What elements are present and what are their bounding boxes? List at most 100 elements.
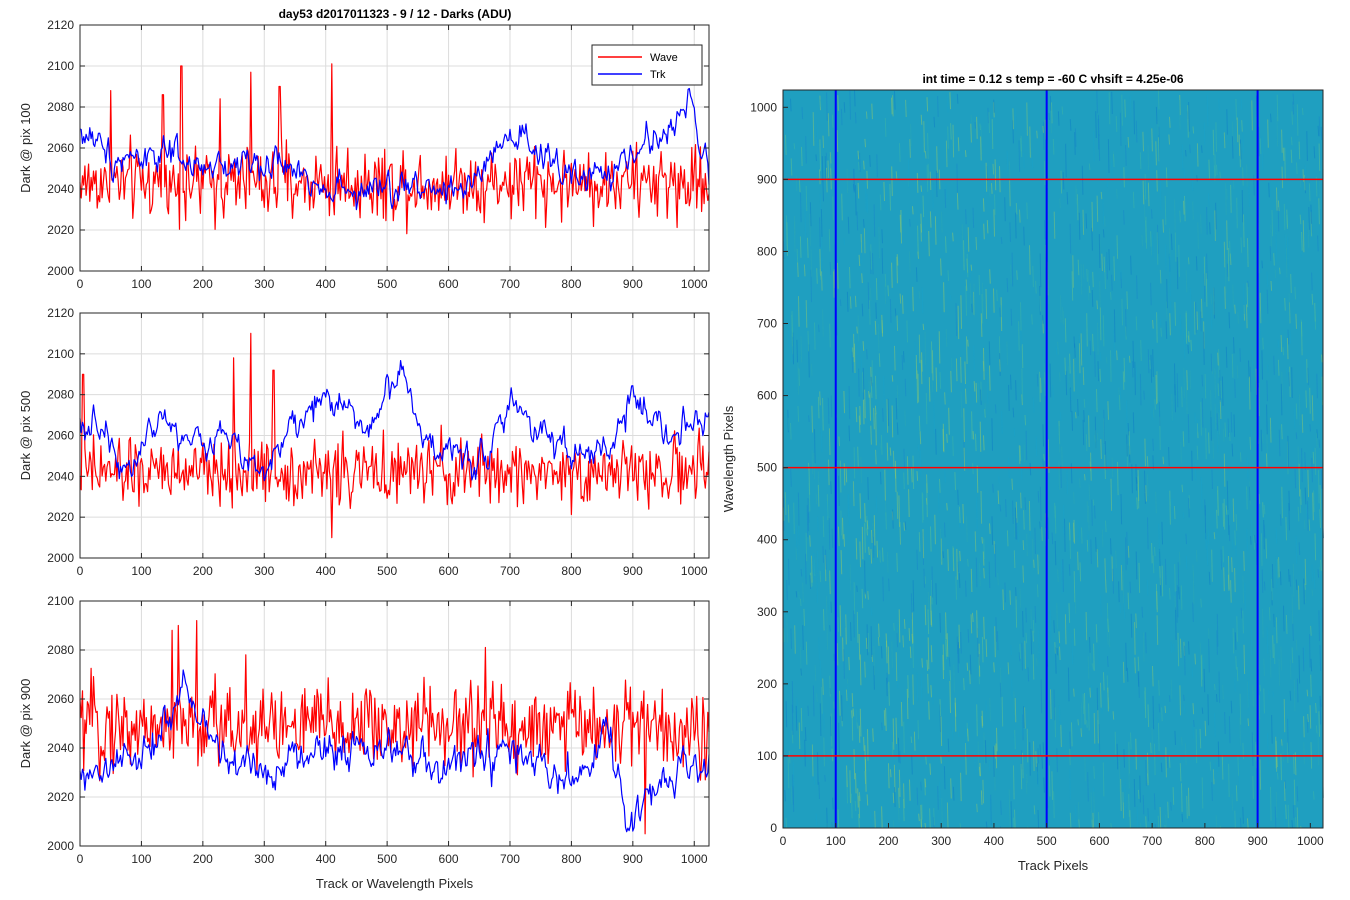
heatmap-streak xyxy=(1230,580,1232,603)
heatmap-streak xyxy=(795,591,798,598)
heatmap-streak xyxy=(1317,235,1319,252)
y-tick-label: 2020 xyxy=(47,790,74,804)
heatmap-streak xyxy=(790,786,793,804)
heatmap-streak xyxy=(1268,607,1271,621)
heatmap-streak xyxy=(931,579,933,605)
tick-group: 0 100 200 300 400 500 600 700 800 900 100001002003… xyxy=(750,100,1324,848)
heatmap-streak xyxy=(950,778,952,799)
heatmap-streak xyxy=(1021,642,1023,671)
heatmap-streak xyxy=(849,296,852,309)
heatmap-streak xyxy=(896,256,898,284)
heatmap-streak xyxy=(1051,532,1054,545)
heatmap-streak xyxy=(853,582,856,615)
heatmap-streak xyxy=(1309,387,1311,414)
heatmap-streak xyxy=(1290,149,1293,163)
heatmap-streak xyxy=(837,809,840,829)
heatmap-streak xyxy=(856,585,858,592)
heatmap-streak xyxy=(1036,374,1039,387)
heatmap-streak xyxy=(1011,252,1014,287)
heatmap-streak xyxy=(1291,594,1294,625)
heatmap-streak xyxy=(1056,647,1059,656)
heatmap-streak xyxy=(1298,463,1301,497)
heatmap-streak xyxy=(1171,498,1174,521)
heatmap-streak xyxy=(1181,783,1183,812)
y-tick-label: 2120 xyxy=(47,18,74,32)
heatmap-streak xyxy=(1310,625,1312,636)
heatmap-streak xyxy=(991,418,993,451)
heatmap-streak xyxy=(1152,234,1154,258)
heatmap-streak xyxy=(1058,426,1061,453)
heatmap-streak xyxy=(1157,90,1160,110)
heatmap-streak xyxy=(1128,793,1130,817)
y-tick-label: 2000 xyxy=(47,264,74,278)
heatmap-streak xyxy=(870,626,873,658)
heatmap-streak xyxy=(900,209,902,244)
heatmap-streak xyxy=(1174,302,1176,326)
heatmap-streak xyxy=(1207,694,1209,726)
heatmap-streak xyxy=(1280,383,1283,416)
heatmap-streak xyxy=(798,591,800,600)
heatmap-streak xyxy=(1226,109,1228,135)
heatmap-streak xyxy=(1105,579,1107,593)
heatmap-streak xyxy=(1039,744,1042,756)
series-line-wave xyxy=(79,332,710,539)
heatmap-streak xyxy=(886,672,889,684)
heatmap-streak xyxy=(1236,365,1239,379)
heatmap-streak xyxy=(1192,703,1195,715)
heatmap-streak xyxy=(1023,152,1025,169)
heatmap-streak xyxy=(1161,565,1164,597)
heatmap-streak xyxy=(1028,500,1031,531)
heatmap-streak xyxy=(1181,386,1183,408)
heatmap-streak xyxy=(1037,491,1040,503)
heatmap-streak xyxy=(822,397,824,431)
heatmap-streak xyxy=(865,182,867,212)
heatmap-streak xyxy=(1025,780,1028,794)
heatmap-streak xyxy=(880,434,883,455)
heatmap-streak xyxy=(1005,499,1007,518)
y-tick-label: 2060 xyxy=(47,692,74,706)
heatmap-streak xyxy=(1307,500,1309,532)
heatmap-streak xyxy=(1091,227,1093,251)
heatmap-streak xyxy=(1108,248,1110,271)
heatmap-streak xyxy=(946,433,948,443)
heatmap-streak xyxy=(1192,126,1195,134)
heatmap-streak xyxy=(1116,350,1118,361)
heatmap-streak xyxy=(941,211,943,233)
heatmap-streak xyxy=(940,538,943,565)
heatmap-streak xyxy=(786,579,788,600)
heatmap-streak xyxy=(800,336,803,363)
heatmap-streak xyxy=(914,341,916,360)
heatmap-streak xyxy=(1182,431,1185,447)
heatmap-streak xyxy=(1043,820,1045,829)
heatmap-streak xyxy=(1114,731,1117,755)
heatmap-streak xyxy=(1034,605,1037,624)
heatmap-streak xyxy=(787,504,790,523)
heatmap-streak xyxy=(1275,527,1278,544)
heatmap-streak xyxy=(1064,614,1067,645)
heatmap-streak xyxy=(1025,632,1028,644)
x-tick-label: 600 xyxy=(1089,834,1109,848)
heatmap-streak xyxy=(906,320,908,343)
heatmap-streak xyxy=(903,448,905,468)
heatmap-streak xyxy=(1096,195,1099,222)
heatmap-streak xyxy=(1276,116,1279,147)
heatmap-streak xyxy=(959,506,961,524)
heatmap-streak xyxy=(1041,755,1043,769)
heatmap-streak xyxy=(877,323,880,352)
heatmap-streak xyxy=(925,392,928,425)
x-tick-label: 1000 xyxy=(681,852,708,866)
heatmap-streak xyxy=(1196,311,1199,330)
heatmap-streak xyxy=(1091,201,1094,232)
heatmap-streak xyxy=(1302,647,1305,672)
heatmap-streak xyxy=(972,462,974,475)
legend-entry-trk: Trk xyxy=(650,69,666,81)
heatmap-streak xyxy=(802,625,804,651)
heatmap-streak xyxy=(1296,104,1299,136)
x-tick-label: 400 xyxy=(316,564,336,578)
heatmap-streak xyxy=(909,218,911,227)
heatmap-streak xyxy=(852,708,855,717)
heatmap-streak xyxy=(965,742,967,775)
heatmap-streak xyxy=(1129,95,1132,120)
heatmap-streak xyxy=(888,763,890,789)
heatmap-streak xyxy=(937,95,939,117)
